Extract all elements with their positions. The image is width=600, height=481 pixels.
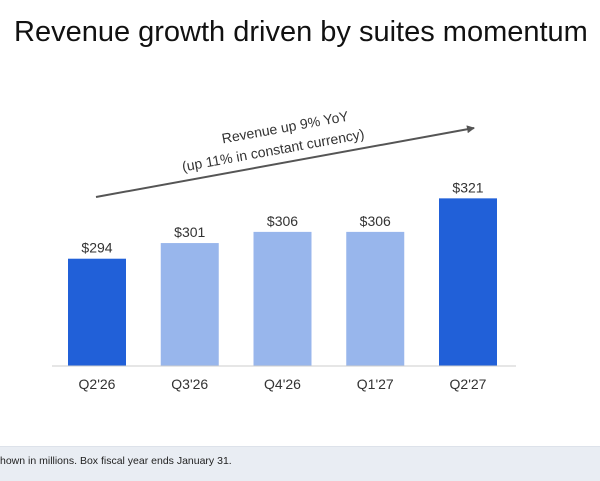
data-label-0: $294 [81,240,112,256]
footnote-bar: hown in millions. Box fiscal year ends J… [0,446,600,481]
footnote-text: hown in millions. Box fiscal year ends J… [0,455,232,467]
x-tick-label-0: Q2'26 [79,376,116,392]
bar-2 [253,231,312,366]
data-label-1: $301 [174,224,205,240]
x-tick-label-4: Q2'27 [450,376,487,392]
x-tick-label-2: Q4'26 [264,376,301,392]
data-label-2: $306 [267,213,298,229]
bar-4 [439,198,497,366]
data-label-4: $321 [452,179,483,195]
bar-1 [160,243,219,366]
data-label-3: $306 [360,213,391,229]
revenue-bar-chart: Revenue up 9% YoY (up 11% in constant cu… [52,108,516,392]
bar-3 [346,231,405,366]
trend-arrow [95,125,475,198]
bar-0 [68,258,126,366]
x-tick-label-1: Q3'26 [171,376,208,392]
page-title: Revenue growth driven by suites momentum [14,16,588,48]
x-tick-label-3: Q1'27 [357,376,394,392]
